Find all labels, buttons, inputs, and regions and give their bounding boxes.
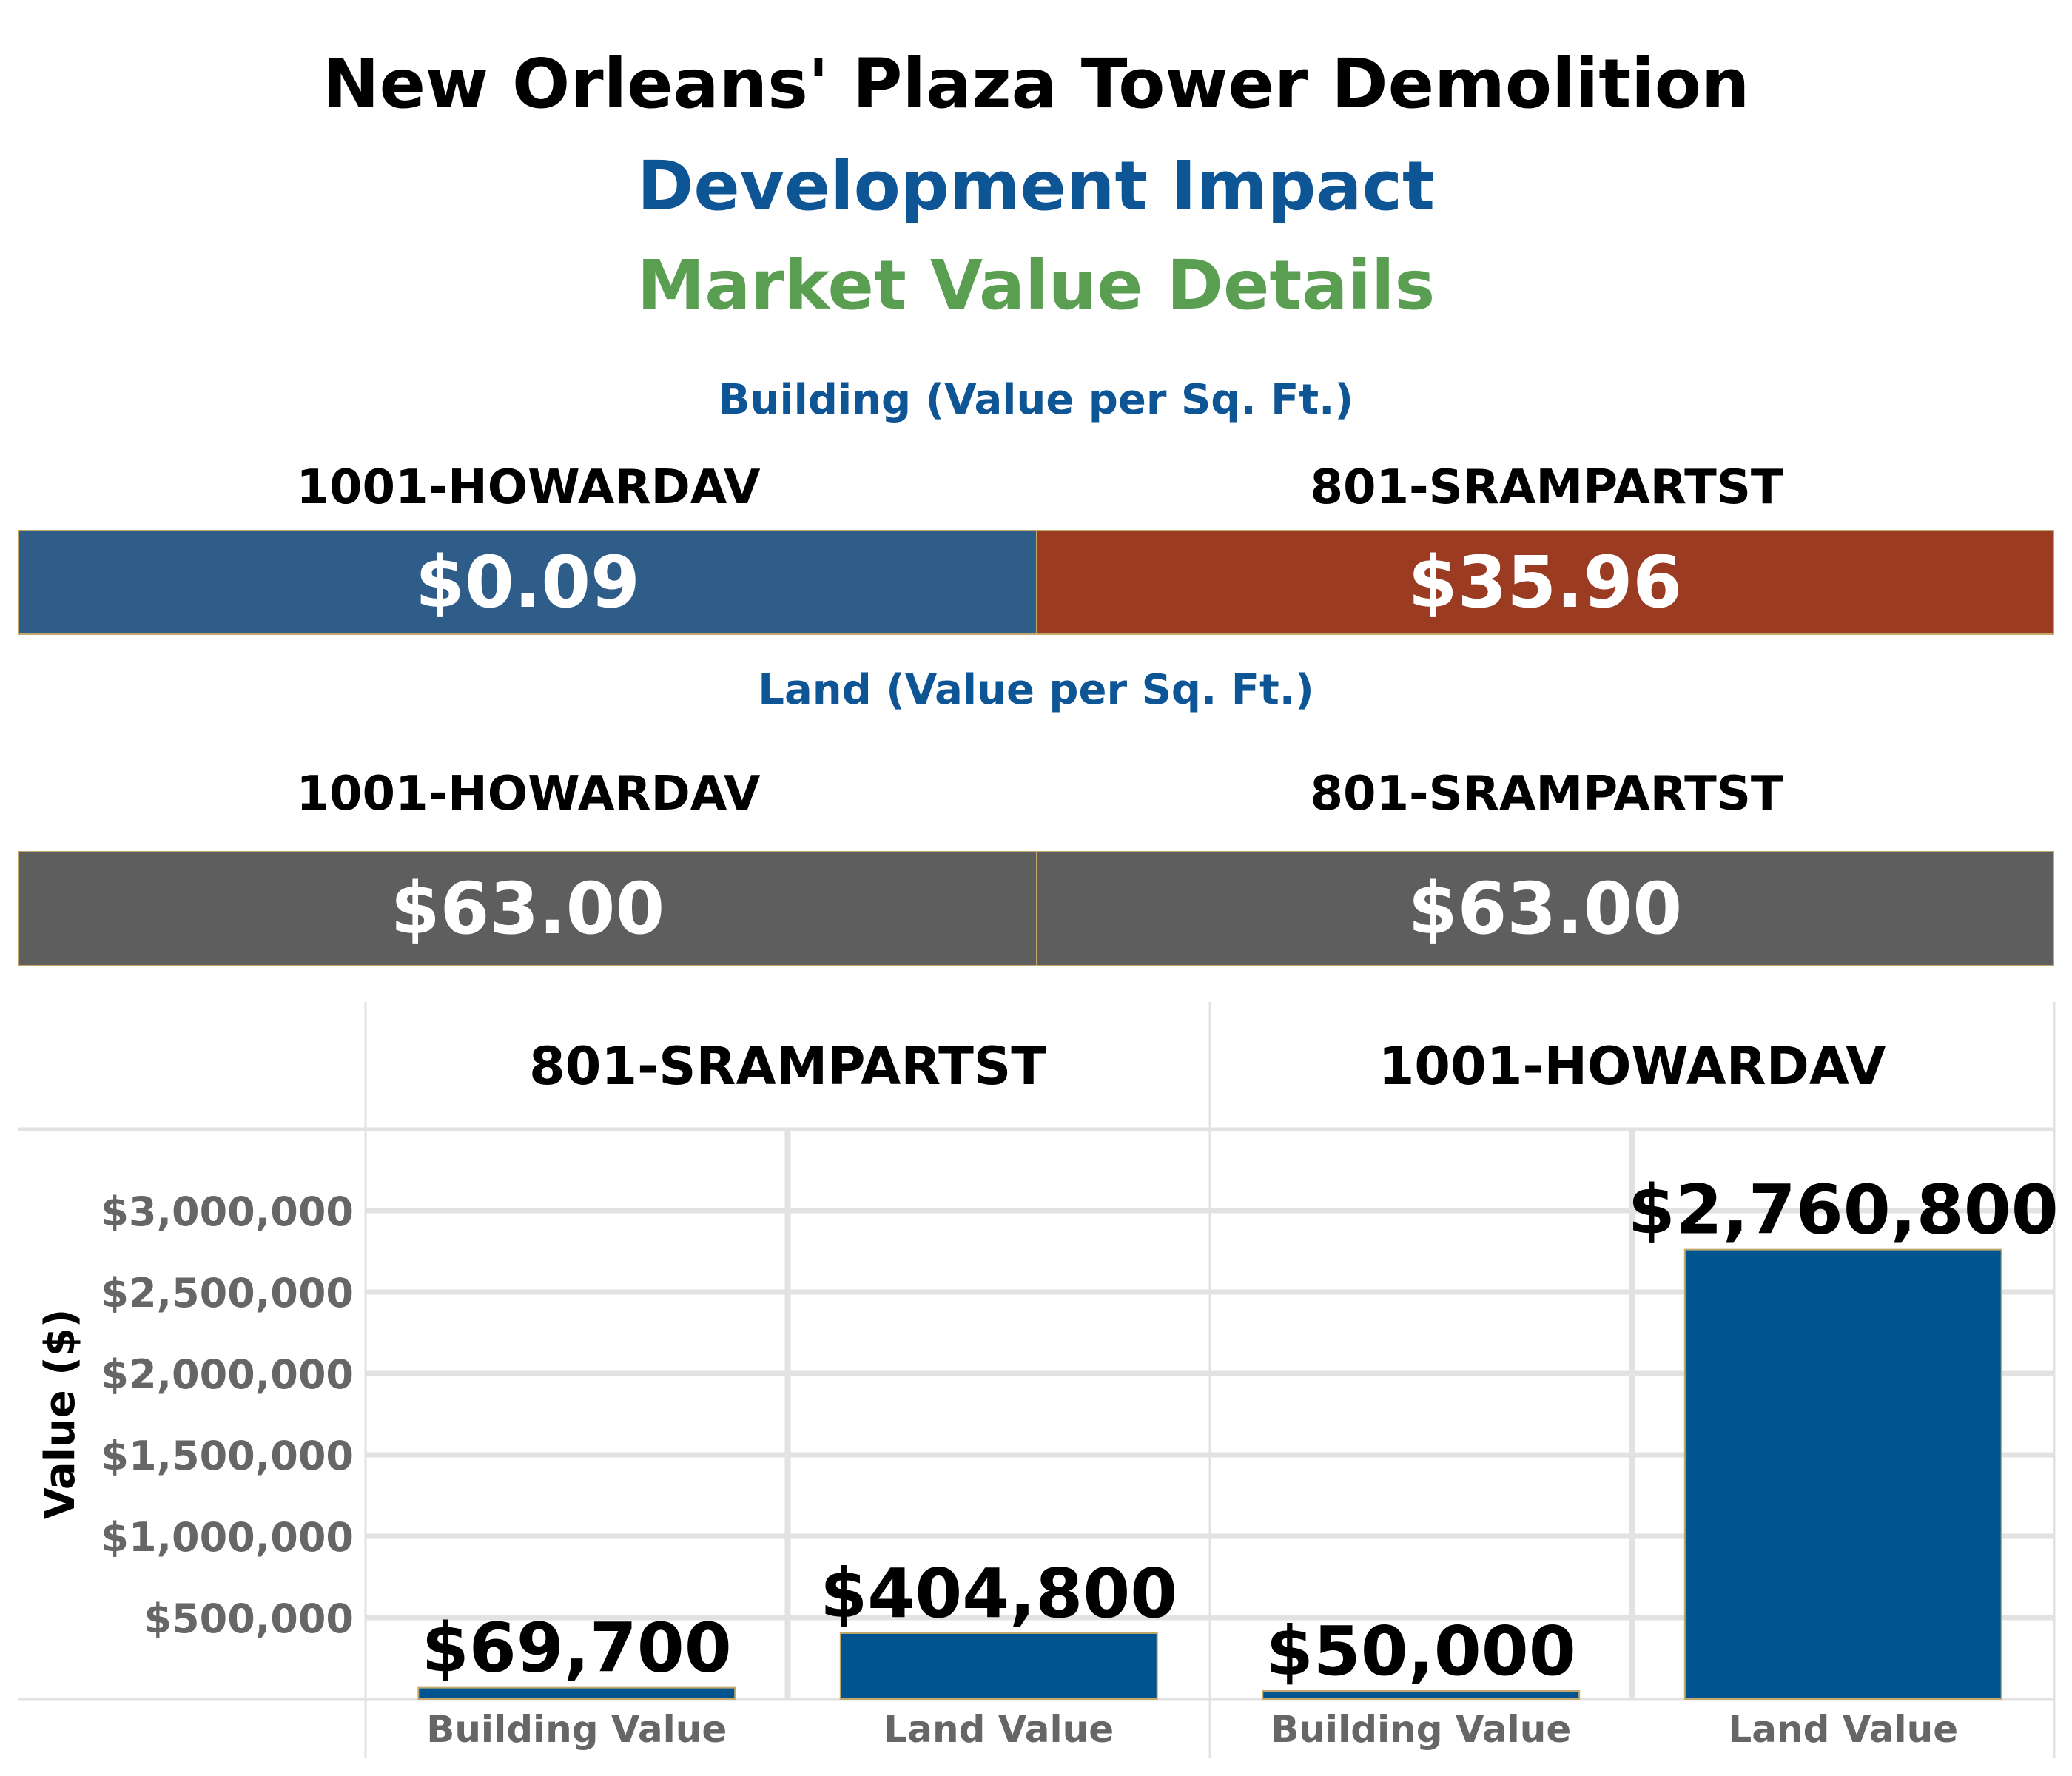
building-howard-tile: $0.09 <box>18 530 1037 635</box>
x-tick-label: Land Value <box>884 1708 1114 1751</box>
building-left-address: 1001-HOWARDAV <box>296 460 761 515</box>
chart-title: New Orleans' Plaza Tower Demolition <box>322 44 1750 124</box>
y-tick-label: $1,000,000 <box>101 1514 354 1561</box>
building-howard-value: $0.09 <box>415 541 640 624</box>
chart-subtitle-development: Development Impact <box>636 147 1436 226</box>
land-left-address: 1001-HOWARDAV <box>296 767 761 821</box>
bar <box>839 1632 1158 1701</box>
bar-data-label: $50,000 <box>1266 1612 1576 1691</box>
land-rampart-value: $63.00 <box>1407 867 1683 950</box>
y-tick-label: $2,000,000 <box>101 1351 354 1398</box>
bar-data-label: $69,700 <box>422 1609 732 1688</box>
bar-data-label: $404,800 <box>820 1554 1177 1633</box>
y-tick-label: $500,000 <box>144 1595 354 1642</box>
building-rampart-value: $35.96 <box>1407 541 1683 624</box>
x-tick-label: Building Value <box>426 1708 727 1751</box>
bar <box>1262 1690 1581 1700</box>
land-howard-tile: $63.00 <box>18 851 1037 966</box>
building-section-title: Building (Value per Sq. Ft.) <box>718 376 1354 424</box>
bar <box>1684 1248 2002 1700</box>
chart-subtitle-market: Market Value Details <box>636 246 1436 325</box>
bar-data-label: $2,760,800 <box>1628 1171 2059 1250</box>
y-tick-label: $1,500,000 <box>101 1433 354 1479</box>
x-tick-label: Building Value <box>1271 1708 1571 1751</box>
building-right-address: 801-SRAMPARTST <box>1310 460 1783 515</box>
building-rampart-tile: $35.96 <box>1036 530 2054 635</box>
land-rampart-tile: $63.00 <box>1036 851 2054 966</box>
x-tick-label: Land Value <box>1728 1708 1958 1751</box>
y-tick-label: $3,000,000 <box>101 1188 354 1235</box>
land-right-address: 801-SRAMPARTST <box>1310 767 1783 821</box>
land-howard-value: $63.00 <box>390 867 665 950</box>
bar <box>417 1686 736 1701</box>
land-section-title: Land (Value per Sq. Ft.) <box>758 666 1314 714</box>
y-axis-title: Value ($) <box>36 1309 84 1520</box>
panel-title: 1001-HOWARDAV <box>1379 1036 1886 1097</box>
panel-title: 801-SRAMPARTST <box>529 1036 1046 1097</box>
y-tick-label: $2,500,000 <box>101 1270 354 1316</box>
